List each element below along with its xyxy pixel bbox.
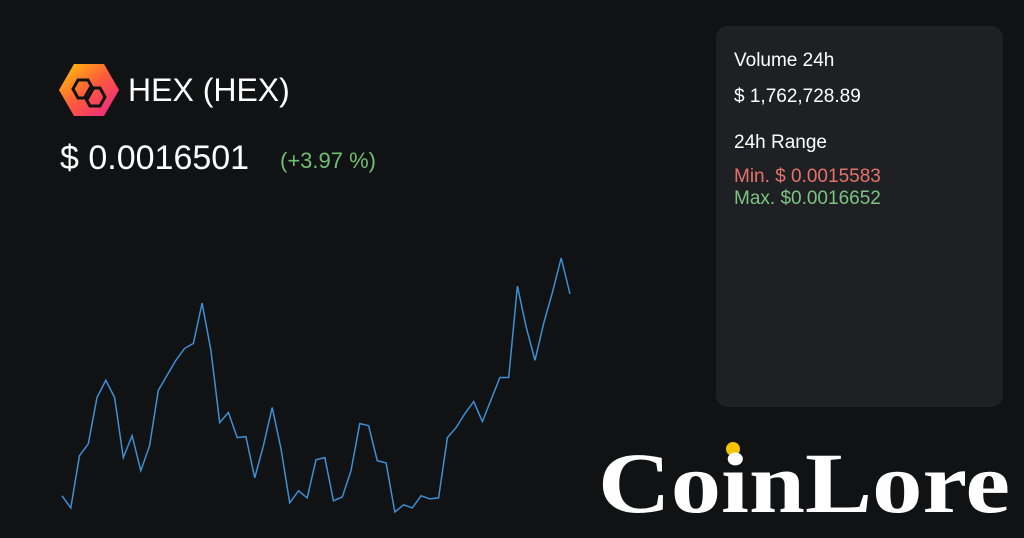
range-min: Min. $ 0.0015583 — [734, 166, 881, 187]
coin-name: HEX (HEX) — [128, 72, 290, 108]
range-max: Max. $0.0016652 — [734, 188, 881, 209]
price: $ 0.0016501 — [60, 139, 250, 177]
stats-card: Volume 24h $ 1,762,728.89 24h Range Min.… — [716, 26, 1003, 407]
price-change: (+3.97 %) — [280, 148, 376, 173]
volume-label: Volume 24h — [734, 50, 835, 71]
logo: CoinLore — [598, 435, 1010, 531]
coin-icon — [59, 64, 119, 116]
logo-dot — [726, 442, 740, 456]
price-line — [61, 257, 571, 514]
volume-value: $ 1,762,728.89 — [734, 86, 861, 107]
range-label: 24h Range — [734, 132, 827, 153]
